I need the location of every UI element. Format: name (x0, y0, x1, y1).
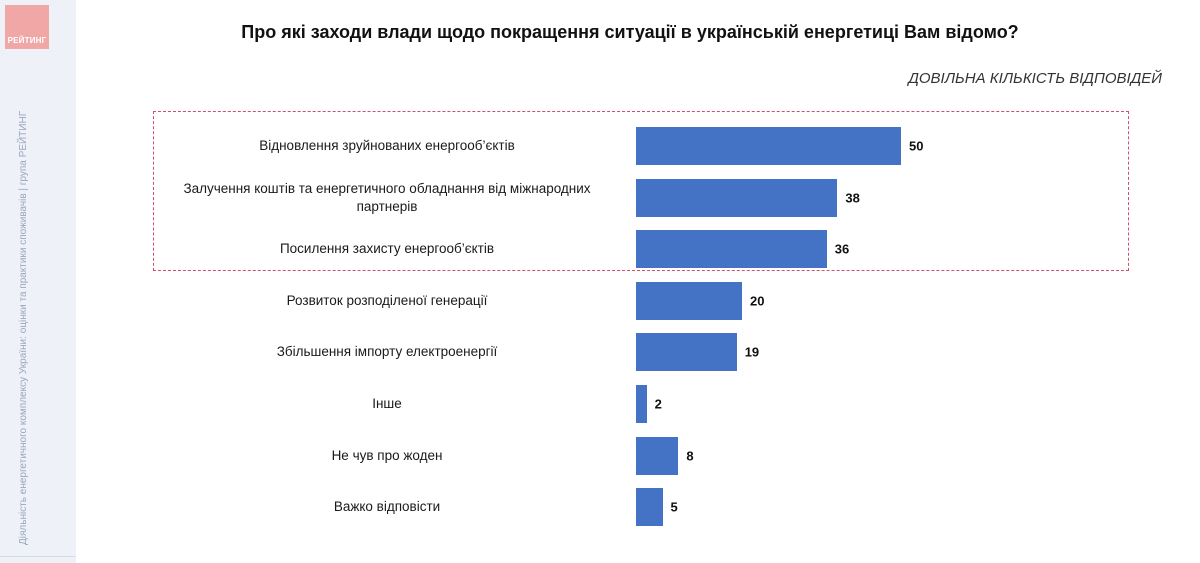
data-label: 20 (750, 293, 765, 309)
bar (636, 436, 679, 475)
category-label: Розвиток розподіленої генерації (286, 292, 488, 308)
bar (636, 385, 647, 423)
logo-text: РЕЙТИНГ (7, 36, 47, 45)
chart-subtitle: ДОВІЛЬНА КІЛЬКІСТЬ ВІДПОВІДЕЙ (908, 70, 1162, 87)
sidebar-caption: Діяльність енергетичного комплексу Украї… (18, 110, 29, 545)
data-label: 8 (686, 448, 694, 464)
data-label: 38 (845, 190, 860, 206)
sidebar-divider (0, 556, 76, 557)
bar (636, 281, 742, 320)
data-label: 50 (909, 138, 924, 154)
bar (636, 127, 901, 165)
chart-title: Про які заходи влади щодо покращення сит… (241, 22, 1019, 42)
highlight-box (153, 111, 1129, 271)
category-label: Збільшення імпорту електроенергії (276, 344, 498, 360)
category-label: Відновлення зруйнованих енергооб’єктів (259, 138, 515, 153)
data-label: 36 (834, 241, 850, 257)
category-label: Посилення захисту енергооб’єктів (279, 241, 495, 257)
category-label: Не чув про жоден (331, 447, 443, 463)
bar (636, 488, 663, 527)
data-label: 5 (670, 499, 678, 515)
data-label: 2 (654, 396, 662, 412)
category-label: Залучення коштів та енергетичного обладн… (183, 180, 591, 214)
brand-logo: РЕЙТИНГ (5, 5, 49, 49)
bar (636, 178, 838, 217)
data-label: 19 (744, 344, 760, 360)
sidebar: РЕЙТИНГ Діяльність енергетичного комплек… (0, 0, 76, 563)
category-label: Інше (372, 396, 402, 411)
category-label: Важко відповісти (333, 499, 441, 515)
bar (636, 230, 827, 269)
bar (636, 333, 737, 372)
